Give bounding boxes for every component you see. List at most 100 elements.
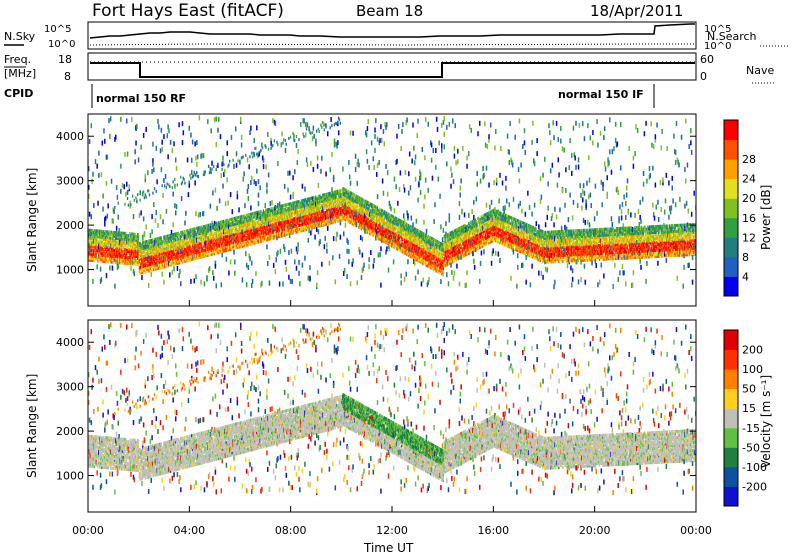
power-cell xyxy=(199,228,201,231)
power-cell xyxy=(189,254,191,258)
power-cell xyxy=(158,242,160,248)
power-cell xyxy=(98,172,100,178)
power-cell xyxy=(250,234,253,238)
power-cell xyxy=(249,130,251,136)
power-cell xyxy=(106,248,108,252)
power-cell xyxy=(268,231,270,235)
power-cell xyxy=(159,264,162,268)
power-cell xyxy=(288,222,290,226)
power-cell xyxy=(160,242,162,246)
power-cell xyxy=(196,140,198,146)
power-cell xyxy=(134,234,136,238)
power-cell xyxy=(100,247,102,251)
power-cell xyxy=(182,130,185,136)
power-cell xyxy=(158,248,161,252)
power-cell xyxy=(169,249,172,253)
power-cell xyxy=(239,219,241,223)
power-cell xyxy=(288,230,291,234)
power-cell xyxy=(109,240,112,244)
power-cell xyxy=(212,248,215,252)
power-cell xyxy=(235,224,238,228)
power-cell xyxy=(143,240,145,244)
power-cell xyxy=(211,252,213,256)
power-cell xyxy=(176,236,178,239)
power-cell xyxy=(169,255,172,259)
power-cell xyxy=(294,213,296,217)
power-cell xyxy=(127,250,129,254)
power-cell xyxy=(88,228,91,232)
power-cell xyxy=(230,241,232,245)
power-cell xyxy=(208,243,210,247)
power-cell xyxy=(196,237,198,243)
power-cell xyxy=(201,231,203,235)
power-cell xyxy=(170,251,172,255)
power-cell xyxy=(149,251,151,255)
power-cell xyxy=(209,241,211,245)
power-cell xyxy=(107,252,109,256)
power-cell xyxy=(264,234,266,238)
power-cell xyxy=(159,214,162,220)
power-cell xyxy=(218,243,220,247)
power-cell xyxy=(231,209,234,215)
power-cell xyxy=(288,206,291,210)
power-cell xyxy=(212,244,214,248)
power-cell xyxy=(99,247,102,251)
power-cell xyxy=(172,237,174,241)
power-cell xyxy=(244,203,246,209)
power-cell xyxy=(144,258,146,262)
power-cell xyxy=(98,241,101,245)
power-cell xyxy=(163,251,165,255)
power-cell xyxy=(202,249,204,253)
power-cell xyxy=(237,246,239,249)
power-cell xyxy=(153,262,156,265)
power-cell xyxy=(195,211,197,217)
power-cell xyxy=(194,231,196,235)
power-cell xyxy=(226,234,228,238)
power-cell xyxy=(273,228,276,232)
power-cell xyxy=(154,255,156,259)
power-cell xyxy=(202,211,205,217)
power-cell xyxy=(250,238,252,242)
power-cell xyxy=(90,236,92,240)
power-cell xyxy=(355,222,358,228)
power-cell xyxy=(118,243,120,247)
power-cell xyxy=(200,233,202,237)
power-cell xyxy=(151,262,153,266)
power-cell xyxy=(185,259,188,263)
power-cell xyxy=(118,261,120,265)
power-cell xyxy=(229,234,232,237)
power-cell xyxy=(212,248,214,252)
power-cell xyxy=(142,255,144,259)
power-cell xyxy=(255,241,257,245)
power-cell xyxy=(223,249,226,253)
power-cell xyxy=(247,264,250,270)
power-cell xyxy=(121,249,124,253)
power-cell xyxy=(169,254,171,257)
power-cell xyxy=(217,229,219,233)
power-cell xyxy=(216,243,218,247)
power-cell xyxy=(332,236,335,242)
power-cell xyxy=(227,244,229,248)
power-cell xyxy=(272,236,274,240)
power-cell xyxy=(247,217,249,221)
power-cell xyxy=(215,233,217,237)
power-cell xyxy=(262,237,265,241)
power-cell xyxy=(123,245,125,249)
power-cell xyxy=(240,245,243,249)
power-cell xyxy=(267,131,269,137)
power-cell xyxy=(247,241,249,245)
power-cell xyxy=(113,256,115,260)
power-cell xyxy=(234,238,236,242)
power-cell xyxy=(268,219,270,223)
power-cell xyxy=(196,238,199,242)
power-cell xyxy=(164,255,166,259)
power-cell xyxy=(243,222,245,226)
power-cell xyxy=(294,227,296,231)
power-cell xyxy=(116,260,119,266)
power-cell xyxy=(288,170,291,176)
power-cell xyxy=(258,224,260,228)
power-cell xyxy=(233,245,235,249)
power-cell xyxy=(292,231,294,235)
power-cell xyxy=(131,244,134,248)
power-cell xyxy=(278,209,280,213)
